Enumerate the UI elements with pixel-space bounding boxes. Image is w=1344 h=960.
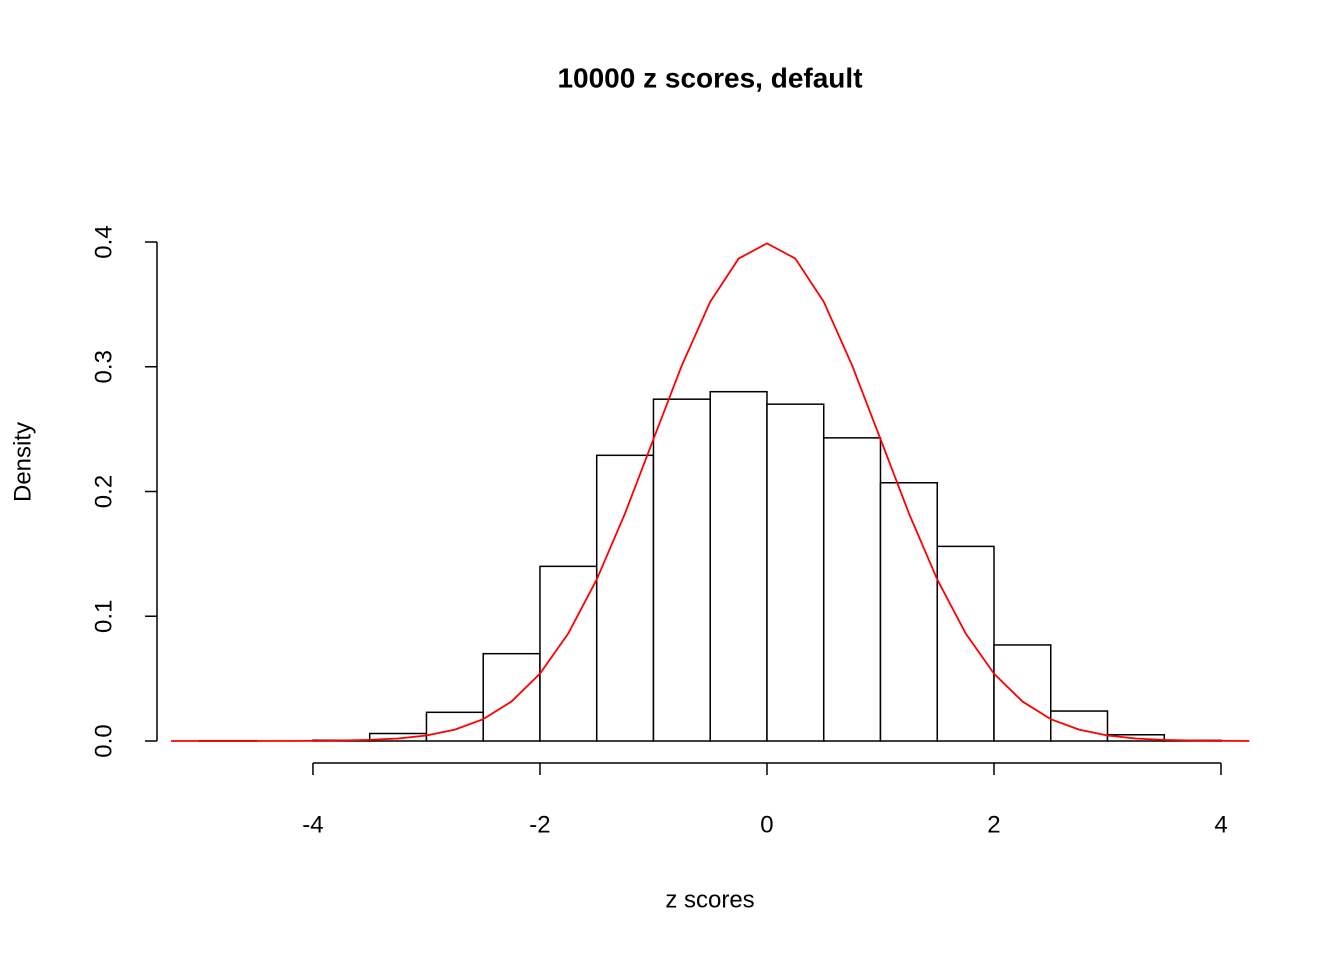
- x-tick-label: 2: [987, 811, 1000, 838]
- y-tick-label: 0.3: [90, 350, 117, 383]
- bar: [993, 644, 1052, 742]
- bar: [652, 398, 711, 742]
- bar: [766, 403, 825, 742]
- x-axis-label: z scores: [665, 886, 754, 913]
- x-tick-label: -4: [302, 811, 323, 838]
- y-tick-label: 0.0: [90, 724, 117, 757]
- x-tick-label: -2: [529, 811, 550, 838]
- chart-title: 10000 z scores, default: [557, 62, 862, 93]
- x-tick-label: 0: [760, 811, 773, 838]
- y-tick-label: 0.4: [90, 225, 117, 258]
- bar: [936, 545, 995, 742]
- bar: [595, 454, 655, 742]
- bar: [425, 711, 484, 742]
- y-axis-label: Density: [9, 422, 36, 502]
- bar: [709, 390, 768, 742]
- y-tick-label: 0.2: [90, 475, 117, 508]
- bar: [879, 482, 938, 742]
- bar: [822, 437, 882, 742]
- x-tick-label: 4: [1214, 811, 1227, 838]
- y-tick-label: 0.1: [90, 600, 117, 633]
- bar: [539, 565, 598, 742]
- bar: [1049, 710, 1109, 742]
- density-curve: [171, 242, 1250, 742]
- bar: [482, 652, 541, 742]
